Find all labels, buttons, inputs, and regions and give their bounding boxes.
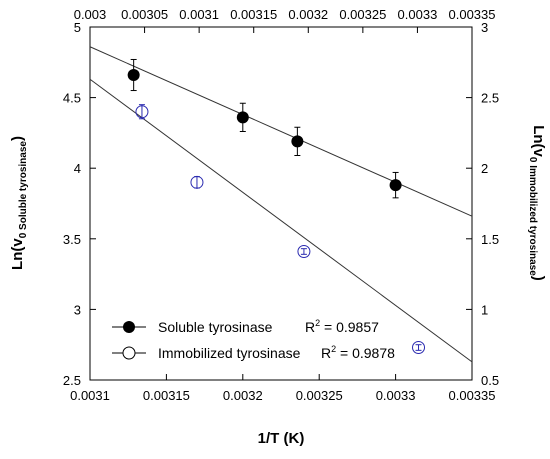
legend-r2-soluble: R2 = 0.9857 (305, 318, 379, 335)
y-right-tick-label: 2.5 (481, 91, 499, 106)
y-right-tick-label: 1 (481, 302, 488, 317)
x-top-tick-label: 0.0032 (288, 7, 328, 22)
x-top-tick-label: 0.0033 (398, 7, 438, 22)
y-left-close: ) (9, 136, 26, 141)
y-left-tick-label: 5 (74, 20, 81, 35)
legend-item-immobilized: Immobilized tyrosinase R2 = 0.9878 (112, 344, 395, 361)
legend-r2-immobilized: R2 = 0.9878 (321, 344, 395, 361)
x-top-tick-label: 0.00315 (230, 7, 277, 22)
point-soluble (236, 111, 249, 124)
x-bottom-tick-label: 0.0031 (70, 388, 110, 403)
x-top-tick-label: 0.00335 (449, 7, 496, 22)
y-right-close: ) (530, 276, 547, 281)
fit-line-soluble (89, 46, 473, 217)
r2-value-soluble: = 0.9857 (320, 319, 379, 335)
legend-item-soluble: Soluble tyrosinase R2 = 0.9857 (112, 318, 379, 335)
x-bottom-tick-label: 0.0032 (223, 388, 263, 403)
point-soluble (389, 179, 402, 192)
y-right-tick-label: 2 (481, 161, 488, 176)
r2-letter-immobilized: R (321, 345, 331, 361)
y-right-sub: 0 Immobilized tyrosinase (527, 157, 538, 276)
x-axis-title: 1/T (K) (258, 430, 305, 447)
y-left-tick-label: 2.5 (63, 373, 81, 388)
y-axis-title-right: Ln(v0 Immobilized tyrosinase) (527, 125, 547, 281)
data-points (127, 58, 426, 355)
point-immobilized (412, 341, 426, 355)
y-left-main: Ln(v (9, 238, 26, 270)
y-left-tick-label: 4 (74, 161, 81, 176)
x-top-tick-label: 0.003 (74, 7, 107, 22)
r2-sup-soluble: 2 (315, 318, 320, 328)
fit-lines (89, 46, 473, 363)
point-soluble (291, 135, 304, 148)
y-left-tick-label: 3 (74, 302, 81, 317)
x-bottom-tick-label: 0.00335 (449, 388, 496, 403)
y-left-tick-label: 4.5 (63, 91, 81, 106)
fit-line-immobilized (89, 78, 473, 363)
legend-marker-immobilized (122, 346, 136, 360)
plot-frame (89, 26, 473, 381)
x-bottom-tick-label: 0.00325 (296, 388, 343, 403)
x-bottom-tick-label: 0.00315 (143, 388, 190, 403)
point-immobilized (135, 105, 149, 119)
x-bottom-tick-label: 0.0033 (376, 388, 416, 403)
legend-marker-soluble (123, 321, 135, 333)
legend: Soluble tyrosinase R2 = 0.9857 Immobiliz… (112, 318, 395, 361)
y-axis-title-left: Ln(v0 Soluble tyrosinase) (9, 136, 29, 270)
y-left-sub: 0 Soluble tyrosinase (18, 141, 29, 239)
y-left-tick-label: 3.5 (63, 232, 81, 247)
y-right-tick-label: 0.5 (481, 373, 499, 388)
x-top-tick-label: 0.0031 (179, 7, 219, 22)
legend-label-immobilized: Immobilized tyrosinase (158, 345, 301, 361)
r2-value-immobilized: = 0.9878 (336, 345, 395, 361)
point-immobilized (190, 175, 204, 189)
r2-sup-immobilized: 2 (331, 344, 336, 354)
x-top-tick-label: 0.00325 (339, 7, 386, 22)
x-top-tick-label: 0.00305 (121, 7, 168, 22)
y-right-tick-label: 1.5 (481, 232, 499, 247)
point-immobilized (297, 245, 311, 259)
legend-label-soluble: Soluble tyrosinase (158, 319, 273, 335)
point-soluble (127, 69, 140, 82)
y-right-tick-label: 3 (481, 20, 488, 35)
y-right-main: Ln(v (530, 125, 547, 157)
axis-ticks: 0.0031 0.00315 0.0032 0.00325 0.0033 0.003350… (63, 7, 499, 403)
r2-letter-soluble: R (305, 319, 315, 335)
